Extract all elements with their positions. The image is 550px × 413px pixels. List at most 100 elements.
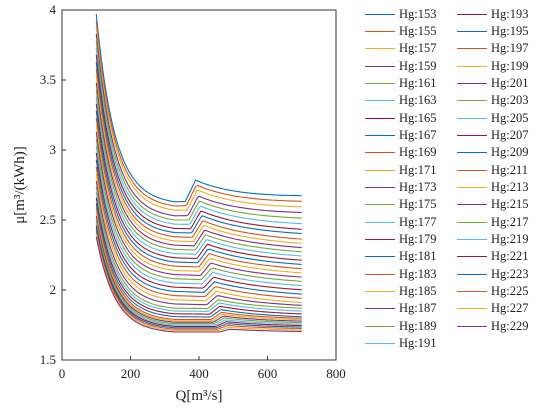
legend-label: Hg:157 [399, 41, 437, 56]
legend-label: Hg:183 [399, 266, 437, 281]
legend-swatch [457, 221, 487, 223]
legend-item: Hg:215 [457, 196, 550, 214]
series-line-hg-163 [95, 47, 302, 225]
legend-item: Hg:185 [365, 283, 460, 301]
series-line-hg-221 [95, 225, 302, 327]
legend-label: Hg:219 [491, 232, 529, 247]
series-line-hg-159 [95, 33, 302, 217]
legend-swatch [457, 256, 487, 258]
y-axis-ticks: 1.5 2 2.5 3 3.5 4 [40, 2, 66, 367]
legend-item: Hg:165 [365, 109, 460, 127]
legend-label: Hg:179 [399, 232, 437, 247]
legend-item: Hg:225 [457, 283, 550, 301]
series-line-hg-173 [95, 82, 302, 249]
legend-swatch [365, 291, 395, 293]
legend-swatch [365, 152, 395, 154]
series-line-hg-193 [95, 152, 302, 291]
legend-label: Hg:175 [399, 197, 437, 212]
legend-label: Hg:155 [399, 23, 437, 38]
legend-label: Hg:185 [399, 284, 437, 299]
legend-label: Hg:165 [399, 110, 437, 125]
series-lines [95, 14, 302, 333]
legend-swatch [457, 239, 487, 241]
legend-label: Hg:171 [399, 162, 437, 177]
legend-item: Hg:161 [365, 74, 460, 92]
legend-label: Hg:169 [399, 145, 437, 160]
legend-label: Hg:201 [491, 75, 529, 90]
legend-label: Hg:187 [399, 301, 437, 316]
series-line-hg-229 [95, 236, 302, 333]
legend-swatch [365, 308, 395, 310]
legend-swatch [457, 65, 487, 67]
x-axis-label: Q[m³/s] [176, 388, 223, 404]
series-line-hg-169 [95, 68, 302, 240]
series-line-hg-225 [95, 231, 302, 330]
legend-swatch [457, 169, 487, 171]
legend-swatch [457, 100, 487, 102]
legend-item: Hg:169 [365, 144, 460, 162]
series-line-hg-165 [95, 54, 302, 230]
legend-label: Hg:229 [491, 318, 529, 333]
legend-label: Hg:161 [399, 75, 437, 90]
legend-swatch [365, 273, 395, 275]
series-line-hg-195 [95, 159, 302, 295]
series-line-hg-197 [95, 166, 302, 299]
series-line-hg-157 [95, 26, 302, 211]
legend-item: Hg:153 [365, 5, 460, 23]
legend-label: Hg:177 [399, 214, 437, 229]
legend-swatch [457, 325, 487, 327]
legend-label: Hg:211 [491, 162, 529, 177]
legend-label: Hg:205 [491, 110, 529, 125]
legend-label: Hg:181 [399, 249, 437, 264]
legend-swatch [457, 187, 487, 188]
series-line-hg-187 [95, 131, 302, 278]
legend-item: Hg:181 [365, 248, 460, 266]
legend-swatch [365, 82, 395, 84]
legend-item: Hg:207 [457, 126, 550, 144]
legend-item: Hg:209 [457, 144, 550, 162]
legend-item: Hg:159 [365, 57, 460, 75]
legend-swatch [365, 239, 395, 241]
legend-swatch [365, 169, 395, 171]
series-line-hg-155 [95, 21, 302, 207]
series-line-hg-219 [95, 222, 302, 326]
series-line-hg-207 [95, 197, 302, 315]
legend-label: Hg:191 [399, 336, 437, 351]
legend-item: Hg:175 [365, 196, 460, 214]
x-axis-ticks: 0 200 400 600 800 [59, 356, 346, 381]
legend-item: Hg:195 [457, 22, 550, 40]
series-line-hg-181 [95, 110, 302, 265]
series-line-hg-201 [95, 180, 302, 306]
series-line-hg-199 [95, 173, 302, 304]
legend-label: Hg:203 [491, 93, 529, 108]
legend-label: Hg:225 [491, 284, 529, 299]
legend-label: Hg:195 [491, 23, 529, 38]
legend-item: Hg:155 [365, 22, 460, 40]
series-line-hg-167 [95, 61, 302, 235]
legend-swatch [365, 134, 395, 136]
legend-swatch [365, 100, 395, 102]
legend-swatch [457, 117, 487, 119]
legend-item: Hg:167 [365, 126, 460, 144]
x-tick-label: 200 [121, 366, 141, 381]
legend-item: Hg:203 [457, 92, 550, 110]
series-line-hg-189 [95, 138, 302, 282]
legend-label: Hg:159 [399, 58, 437, 73]
legend: Hg:153 Hg:155 Hg:157 Hg:159 Hg:161 Hg:163 Hg:1… [365, 5, 545, 355]
legend-label: Hg:189 [399, 318, 437, 333]
series-line-hg-171 [95, 75, 302, 244]
legend-swatch [457, 204, 487, 206]
legend-swatch [457, 152, 487, 154]
legend-swatch [457, 273, 487, 275]
series-line-hg-161 [95, 40, 302, 221]
legend-swatch [365, 117, 395, 119]
legend-label: Hg:207 [491, 127, 529, 142]
legend-item: Hg:193 [457, 5, 550, 23]
legend-swatch [457, 134, 487, 136]
legend-label: Hg:193 [491, 6, 529, 21]
legend-item: Hg:187 [365, 300, 460, 318]
legend-label: Hg:213 [491, 180, 529, 194]
legend-swatch [365, 325, 395, 327]
x-tick-label: 400 [189, 366, 209, 381]
